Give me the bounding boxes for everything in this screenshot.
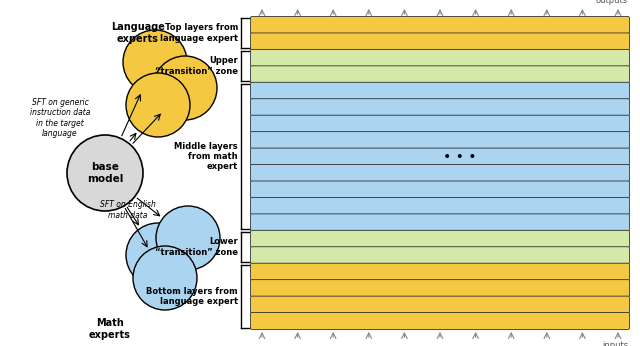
Text: Language
experts: Language experts [111, 22, 165, 44]
Text: • • •: • • • [444, 149, 477, 164]
Text: Middle layers
from math
expert: Middle layers from math expert [174, 142, 238, 172]
FancyBboxPatch shape [250, 296, 630, 313]
Circle shape [156, 206, 220, 270]
Text: Math
experts: Math experts [89, 318, 131, 340]
FancyBboxPatch shape [250, 165, 630, 181]
Circle shape [153, 56, 217, 120]
Text: SFT on English
math data: SFT on English math data [100, 200, 156, 220]
FancyBboxPatch shape [250, 82, 630, 99]
FancyBboxPatch shape [250, 49, 630, 66]
FancyBboxPatch shape [250, 280, 630, 297]
Circle shape [133, 246, 197, 310]
Text: base
model: base model [87, 162, 123, 184]
Text: Top layers from
language expert: Top layers from language expert [160, 24, 238, 43]
Circle shape [126, 73, 190, 137]
FancyBboxPatch shape [250, 33, 630, 50]
FancyBboxPatch shape [250, 247, 630, 264]
FancyBboxPatch shape [250, 131, 630, 148]
Circle shape [123, 30, 187, 94]
Circle shape [126, 223, 190, 287]
Circle shape [67, 135, 143, 211]
FancyBboxPatch shape [250, 115, 630, 132]
FancyBboxPatch shape [250, 181, 630, 198]
FancyBboxPatch shape [250, 263, 630, 280]
FancyBboxPatch shape [250, 148, 630, 165]
FancyBboxPatch shape [250, 230, 630, 247]
Text: Upper
“transition” zone: Upper “transition” zone [155, 56, 238, 76]
FancyBboxPatch shape [250, 17, 630, 34]
Text: SFT on generic
instruction data
in the target
language: SFT on generic instruction data in the t… [30, 98, 90, 138]
FancyBboxPatch shape [250, 214, 630, 231]
FancyBboxPatch shape [250, 66, 630, 83]
FancyBboxPatch shape [250, 198, 630, 215]
Text: inputs: inputs [602, 341, 628, 346]
FancyBboxPatch shape [250, 312, 630, 329]
FancyBboxPatch shape [250, 99, 630, 116]
Text: Lower
“transition” zone: Lower “transition” zone [155, 237, 238, 257]
Text: Bottom layers from
language expert: Bottom layers from language expert [147, 286, 238, 306]
Text: outputs: outputs [596, 0, 628, 5]
